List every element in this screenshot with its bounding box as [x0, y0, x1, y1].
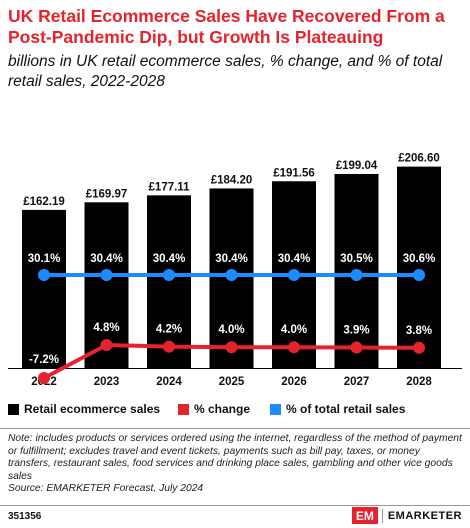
- chart-legend: Retail ecommerce sales % change % of tot…: [8, 402, 464, 420]
- legend-swatch-sales: [8, 403, 19, 415]
- brand-separator: [381, 508, 383, 523]
- x-tick-label-2026: 2026: [281, 376, 307, 388]
- legend-label-sales: Retail ecommerce sales: [24, 402, 161, 416]
- change-label-2028: 3.8%: [406, 325, 432, 337]
- chart-subtitle: billions in UK retail ecommerce sales, %…: [8, 53, 443, 90]
- legend-label-change: % change: [194, 402, 251, 416]
- bar-label-2026: £191.56: [273, 167, 315, 179]
- point-share-2025: [225, 269, 238, 281]
- bar-label-2027: £199.04: [336, 160, 378, 172]
- point-change-2025: [225, 341, 238, 354]
- share-label-2028: 30.6%: [403, 253, 436, 265]
- legend-label-share: % of total retail sales: [286, 402, 406, 416]
- legend-swatch-share: [270, 403, 281, 415]
- change-label-2027: 3.9%: [343, 324, 369, 336]
- bar-sales-2024: [147, 195, 191, 368]
- share-label-2024: 30.4%: [153, 253, 186, 265]
- change-label-2025: 4.0%: [218, 324, 244, 336]
- legend-swatch-change: [178, 403, 189, 415]
- notes-divider: [0, 428, 470, 429]
- brand-logo-icon: EM: [351, 507, 378, 524]
- legend-item-change: % change: [178, 402, 250, 416]
- x-tick-label-2024: 2024: [156, 376, 182, 388]
- share-label-2023: 30.4%: [90, 253, 123, 265]
- bar-label-2024: £177.11: [149, 181, 191, 193]
- bar-label-2028: £206.60: [398, 153, 440, 165]
- point-change-2028: [413, 341, 425, 354]
- point-share-2024: [163, 269, 175, 281]
- note-text: Note: includes products or services orde…: [8, 433, 462, 482]
- point-change-2027: [350, 341, 363, 354]
- source-text: Source: EMARKETER Forecast, July 2024: [8, 483, 204, 494]
- brand: EM EMARKETER: [351, 507, 462, 524]
- share-label-2022: 30.1%: [28, 253, 61, 265]
- legend-item-share: % of total retail sales: [270, 402, 405, 416]
- point-share-2026: [288, 269, 300, 281]
- change-label-2023: 4.8%: [93, 322, 119, 334]
- bar-label-2025: £184.20: [211, 174, 253, 186]
- bar-sales-2022: [22, 209, 66, 368]
- x-tick-label-2027: 2027: [344, 376, 370, 388]
- point-change-2026: [288, 341, 300, 354]
- point-share-2022: [38, 269, 50, 281]
- bar-label-2022: £162.19: [23, 196, 65, 208]
- share-label-2025: 30.4%: [215, 253, 248, 265]
- point-change-2022: [38, 372, 50, 384]
- chart-title: UK Retail Ecommerce Sales Have Recovered…: [8, 6, 445, 47]
- x-tick-label-2025: 2025: [219, 376, 245, 388]
- brand-name: EMARKETER: [387, 509, 462, 522]
- footer-divider: [0, 505, 470, 506]
- share-label-2027: 30.5%: [340, 253, 373, 265]
- x-tick-label-2028: 2028: [406, 376, 432, 388]
- point-share-2023: [100, 269, 113, 281]
- point-share-2028: [413, 269, 425, 281]
- point-change-2023: [100, 339, 113, 351]
- legend-item-sales: Retail ecommerce sales: [8, 402, 160, 416]
- change-label-2026: 4.0%: [281, 324, 307, 336]
- chart-plot: £162.19 £169.97 £177.11 £184.20 £191.56 £199.…: [8, 153, 462, 388]
- share-label-2026: 30.4%: [278, 253, 311, 265]
- x-tick-label-2023: 2023: [94, 376, 120, 388]
- change-label-2024: 4.2%: [156, 324, 182, 336]
- point-change-2024: [163, 340, 175, 353]
- bar-sales-2028: [397, 166, 441, 368]
- bar-label-2023: £169.97: [86, 188, 128, 200]
- change-label-2022: -7.2%: [29, 354, 59, 366]
- point-share-2027: [350, 269, 363, 281]
- chart-notes: Note: includes products or services orde…: [8, 433, 464, 496]
- chart-id: 351356: [8, 511, 42, 522]
